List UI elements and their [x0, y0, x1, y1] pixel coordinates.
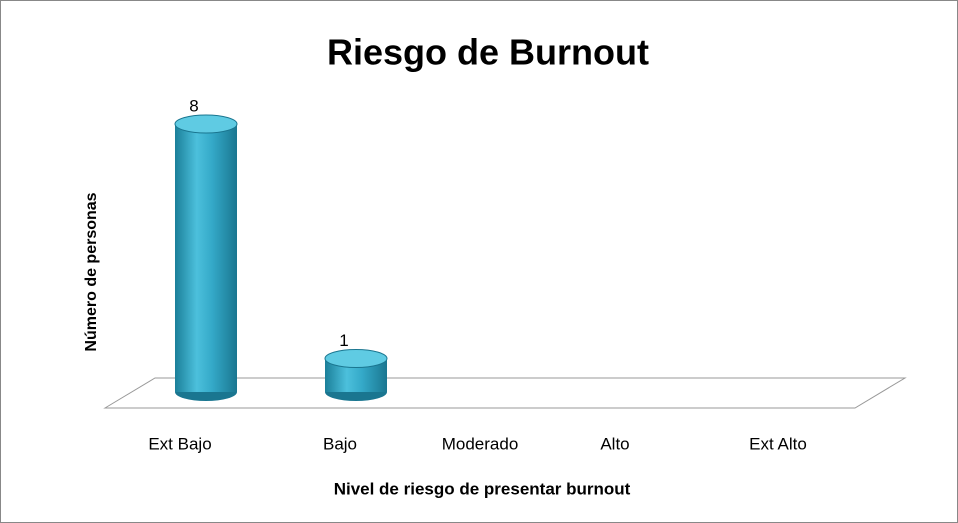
data-label: 8 — [189, 96, 198, 115]
y-axis-label: Número de personas — [83, 192, 100, 351]
x-tick-label: Ext Bajo — [148, 434, 211, 453]
bar — [175, 124, 237, 392]
chart-title: Riesgo de Burnout — [327, 32, 649, 73]
x-tick-label: Alto — [600, 434, 629, 453]
x-tick-label: Ext Alto — [749, 434, 807, 453]
data-label: 1 — [339, 331, 348, 350]
x-tick-label: Bajo — [323, 434, 357, 453]
x-axis-label: Nivel de riesgo de presentar burnout — [334, 479, 631, 498]
bar-top — [324, 349, 388, 368]
floor — [103, 377, 907, 409]
bar-top — [174, 114, 238, 134]
x-tick-label: Moderado — [442, 434, 519, 453]
